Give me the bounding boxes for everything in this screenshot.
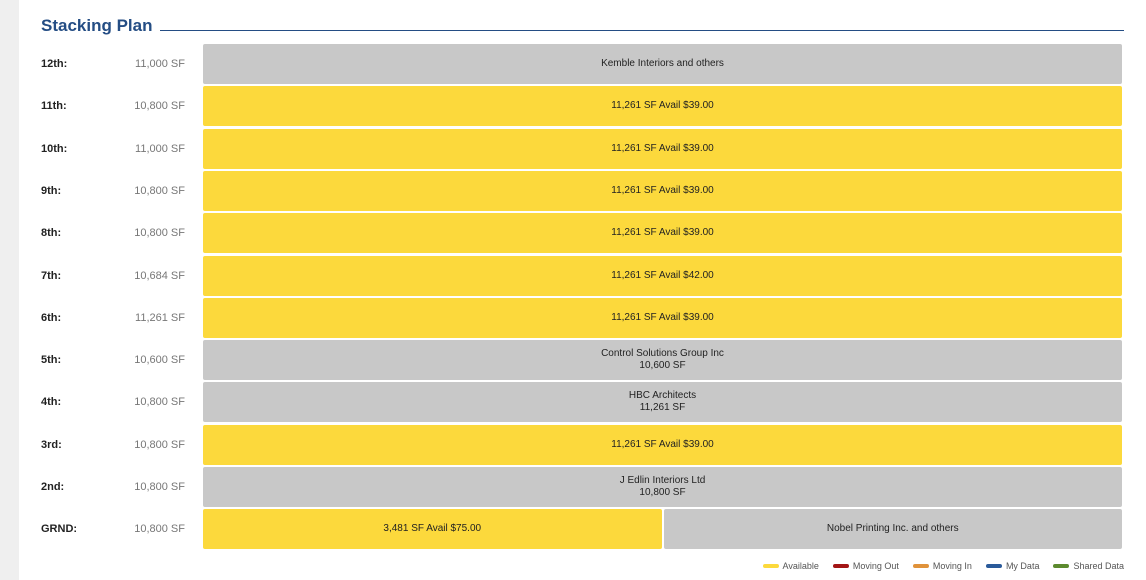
block-text-line: 10,800 SF <box>639 487 686 498</box>
floor-square-footage: 10,800 SF <box>134 100 185 112</box>
floor-segments: 11,261 SF Avail $39.00 <box>203 298 1122 338</box>
floor-row: 12th: 11,000 SF Kemble Interiors and other… <box>0 44 1146 84</box>
available-space-block[interactable]: 11,261 SF Avail $42.00 <box>203 256 1122 296</box>
floor-label: 11th: <box>41 100 67 112</box>
legend-label: Moving Out <box>852 561 899 571</box>
legend-item: Moving Out <box>832 561 899 571</box>
floor-segments: 11,261 SF Avail $39.00 <box>203 425 1122 465</box>
floor-row: GRND: 10,800 SF 3,481 SF Avail $75.00 Nobel… <box>0 509 1146 549</box>
floor-segments: 11,261 SF Avail $39.00 <box>203 129 1122 169</box>
floor-label: 9th: <box>41 185 62 197</box>
available-space-block[interactable]: 11,261 SF Avail $39.00 <box>203 86 1122 126</box>
legend-swatch <box>832 564 849 568</box>
legend-item: Moving In <box>912 561 972 571</box>
tenant-block[interactable]: HBC Architects 11,261 SF <box>203 382 1122 422</box>
legend-item: My Data <box>985 561 1040 571</box>
floor-label: 6th: <box>41 312 62 324</box>
block-text-line: J Edlin Interiors Ltd <box>619 475 706 486</box>
legend-item: Available <box>762 561 819 571</box>
floor-label: 5th: <box>41 354 62 366</box>
floor-segments: 11,261 SF Avail $39.00 <box>203 86 1122 126</box>
floor-segments: J Edlin Interiors Ltd 10,800 SF <box>203 467 1122 507</box>
floor-row: 10th: 11,000 SF 11,261 SF Avail $39.00 <box>0 129 1146 169</box>
floor-square-footage: 10,600 SF <box>134 354 185 366</box>
block-text-line: 11,261 SF Avail $39.00 <box>611 100 714 111</box>
legend-item: Shared Data <box>1053 561 1124 571</box>
floor-row: 11th: 10,800 SF 11,261 SF Avail $39.00 <box>0 86 1146 126</box>
floor-label: 4th: <box>41 396 62 408</box>
legend-swatch <box>912 564 929 568</box>
tenant-block[interactable]: Kemble Interiors and others <box>203 44 1122 84</box>
legend-label: My Data <box>1005 561 1040 571</box>
block-text-line: Kemble Interiors and others <box>601 58 724 69</box>
floor-row: 4th: 10,800 SF HBC Architects 11,261 SF <box>0 382 1146 422</box>
left-sidebar-strip <box>0 0 19 580</box>
floor-label: GRND: <box>41 523 78 535</box>
floor-label: 2nd: <box>41 481 65 493</box>
floor-square-footage: 11,000 SF <box>135 143 185 155</box>
floor-row: 5th: 10,600 SF Control Solutions Group Inc… <box>0 340 1146 380</box>
block-text-line: 11,261 SF Avail $39.00 <box>611 439 714 450</box>
tenant-block[interactable]: Nobel Printing Inc. and others <box>663 509 1122 549</box>
floor-segments: Kemble Interiors and others <box>203 44 1122 84</box>
floor-square-footage: 10,800 SF <box>134 523 185 535</box>
floor-square-footage: 10,800 SF <box>134 396 185 408</box>
floor-row: 3rd: 10,800 SF 11,261 SF Avail $39.00 <box>0 425 1146 465</box>
available-space-block[interactable]: 11,261 SF Avail $39.00 <box>203 171 1122 211</box>
page-title: Stacking Plan <box>41 16 153 35</box>
floor-segments: 11,261 SF Avail $42.00 <box>203 256 1122 296</box>
title-divider <box>160 30 1124 31</box>
legend-swatch <box>1053 564 1070 568</box>
floor-square-footage: 10,800 SF <box>134 185 185 197</box>
floor-square-footage: 10,684 SF <box>134 270 185 282</box>
available-space-block[interactable]: 11,261 SF Avail $39.00 <box>203 298 1122 338</box>
floor-label: 7th: <box>41 270 62 282</box>
floor-row: 6th: 11,261 SF 11,261 SF Avail $39.00 <box>0 298 1146 338</box>
floor-segments: HBC Architects 11,261 SF <box>203 382 1122 422</box>
floor-square-footage: 10,800 SF <box>134 481 185 493</box>
floor-square-footage: 11,000 SF <box>135 58 185 70</box>
floor-label: 10th: <box>41 143 68 155</box>
block-text-line: 11,261 SF Avail $42.00 <box>611 270 714 281</box>
block-text-line: 11,261 SF Avail $39.00 <box>611 227 714 238</box>
block-text-line: 3,481 SF Avail $75.00 <box>383 523 482 534</box>
available-space-block[interactable]: 3,481 SF Avail $75.00 <box>203 509 662 549</box>
floor-square-footage: 10,800 SF <box>134 439 185 451</box>
available-space-block[interactable]: 11,261 SF Avail $39.00 <box>203 213 1122 253</box>
floor-segments: Control Solutions Group Inc 10,600 SF <box>203 340 1122 380</box>
block-text-line: Nobel Printing Inc. and others <box>826 523 959 534</box>
floor-row: 8th: 10,800 SF 11,261 SF Avail $39.00 <box>0 213 1146 253</box>
block-text-line: 11,261 SF Avail $39.00 <box>611 143 714 154</box>
block-text-line: HBC Architects <box>628 390 697 401</box>
floor-label: 12th: <box>41 58 68 70</box>
floor-row: 2nd: 10,800 SF J Edlin Interiors Ltd 10,800… <box>0 467 1146 507</box>
block-text-line: 10,600 SF <box>639 360 686 371</box>
legend: Available Moving Out Moving In My Data Share… <box>762 559 1124 573</box>
floor-square-footage: 10,800 SF <box>134 227 185 239</box>
block-text-line: 11,261 SF Avail $39.00 <box>611 312 714 323</box>
floor-row: 9th: 10,800 SF 11,261 SF Avail $39.00 <box>0 171 1146 211</box>
available-space-block[interactable]: 11,261 SF Avail $39.00 <box>203 129 1122 169</box>
floor-label: 8th: <box>41 227 62 239</box>
floor-segments: 11,261 SF Avail $39.00 <box>203 213 1122 253</box>
legend-label: Shared Data <box>1073 561 1124 571</box>
legend-label: Moving In <box>932 561 972 571</box>
floor-label: 3rd: <box>41 439 62 451</box>
floor-segments: 3,481 SF Avail $75.00 Nobel Printing Inc.… <box>203 509 1122 549</box>
block-text-line: Control Solutions Group Inc <box>601 348 724 359</box>
legend-label: Available <box>782 561 819 571</box>
legend-swatch <box>762 564 779 568</box>
floor-row: 7th: 10,684 SF 11,261 SF Avail $42.00 <box>0 256 1146 296</box>
block-text-line: 11,261 SF Avail $39.00 <box>611 185 714 196</box>
block-text-line: 11,261 SF <box>639 402 686 413</box>
legend-swatch <box>985 564 1002 568</box>
section-header: Stacking Plan <box>41 14 1124 38</box>
available-space-block[interactable]: 11,261 SF Avail $39.00 <box>203 425 1122 465</box>
tenant-block[interactable]: J Edlin Interiors Ltd 10,800 SF <box>203 467 1122 507</box>
floor-square-footage: 11,261 SF <box>135 312 185 324</box>
tenant-block[interactable]: Control Solutions Group Inc 10,600 SF <box>203 340 1122 380</box>
floor-segments: 11,261 SF Avail $39.00 <box>203 171 1122 211</box>
